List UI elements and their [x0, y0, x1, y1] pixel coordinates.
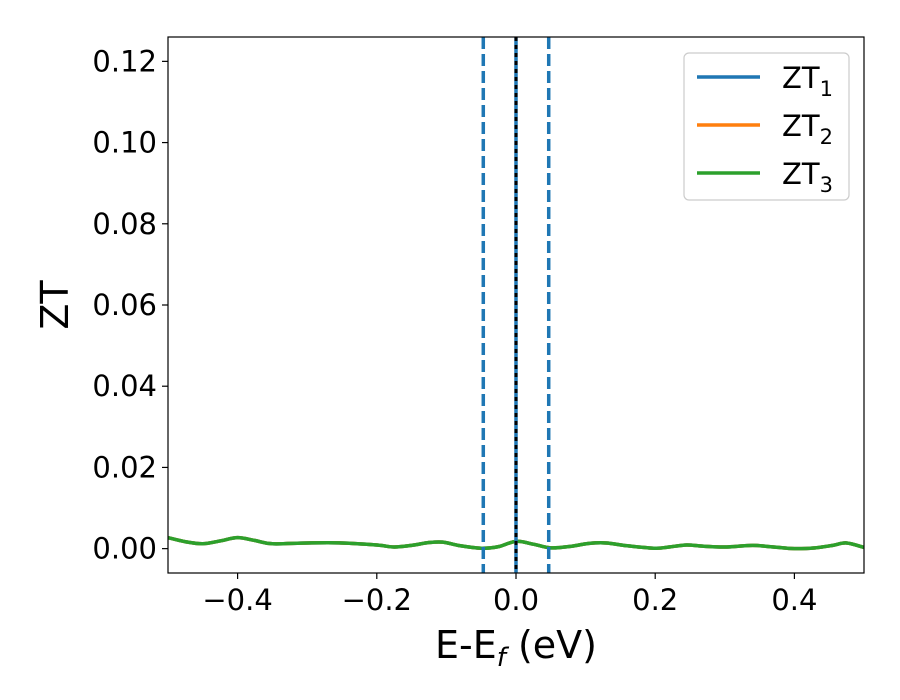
y-tick-label: 0.04	[92, 369, 157, 403]
x-tick-label: 0.4	[771, 583, 817, 617]
legend-entry-zt1: ZT1	[697, 61, 833, 101]
x-axis-label-unit: (eV)	[506, 623, 597, 667]
legend-label: ZT1	[782, 61, 833, 101]
legend-label-subscript: 3	[820, 173, 833, 197]
legend-entry-zt3: ZT3	[697, 157, 833, 197]
x-axis-label: E-Ef (eV)	[435, 623, 597, 673]
legend-label-main: ZT	[782, 109, 820, 143]
series-layer	[168, 535, 864, 551]
x-tick-label: −0.4	[202, 583, 272, 617]
vline-layer	[481, 37, 551, 573]
y-tick-label: 0.12	[92, 44, 157, 78]
series-line-zt3	[168, 535, 864, 551]
legend-label-main: ZT	[782, 157, 820, 191]
x-axis-label-main: E-E	[435, 623, 497, 667]
legend-box	[683, 52, 850, 201]
legend-label-subscript: 2	[820, 125, 833, 149]
legend-label-main: ZT	[782, 61, 820, 95]
y-axis-label: ZT	[33, 280, 77, 330]
y-tick-label: 0.00	[92, 532, 157, 566]
legend-label: ZT2	[782, 109, 833, 149]
x-tick-label: 0.2	[632, 583, 678, 617]
y-tick-label: 0.02	[92, 450, 157, 484]
y-axis-ticks: 0.00 0.02 0.04 0.06 0.08 0.10 0.12	[92, 44, 168, 566]
y-tick-label: 0.06	[92, 288, 157, 322]
legend-label-subscript: 1	[820, 77, 833, 101]
x-tick-label: 0.0	[493, 583, 539, 617]
legend-entry-zt2: ZT2	[697, 109, 833, 149]
x-tick-label: −0.2	[342, 583, 412, 617]
y-tick-label: 0.10	[92, 126, 157, 160]
x-axis-ticks: −0.4 −0.2 0.0 0.2 0.4	[202, 573, 817, 617]
legend-label: ZT3	[782, 157, 833, 197]
y-tick-label: 0.08	[92, 207, 157, 241]
